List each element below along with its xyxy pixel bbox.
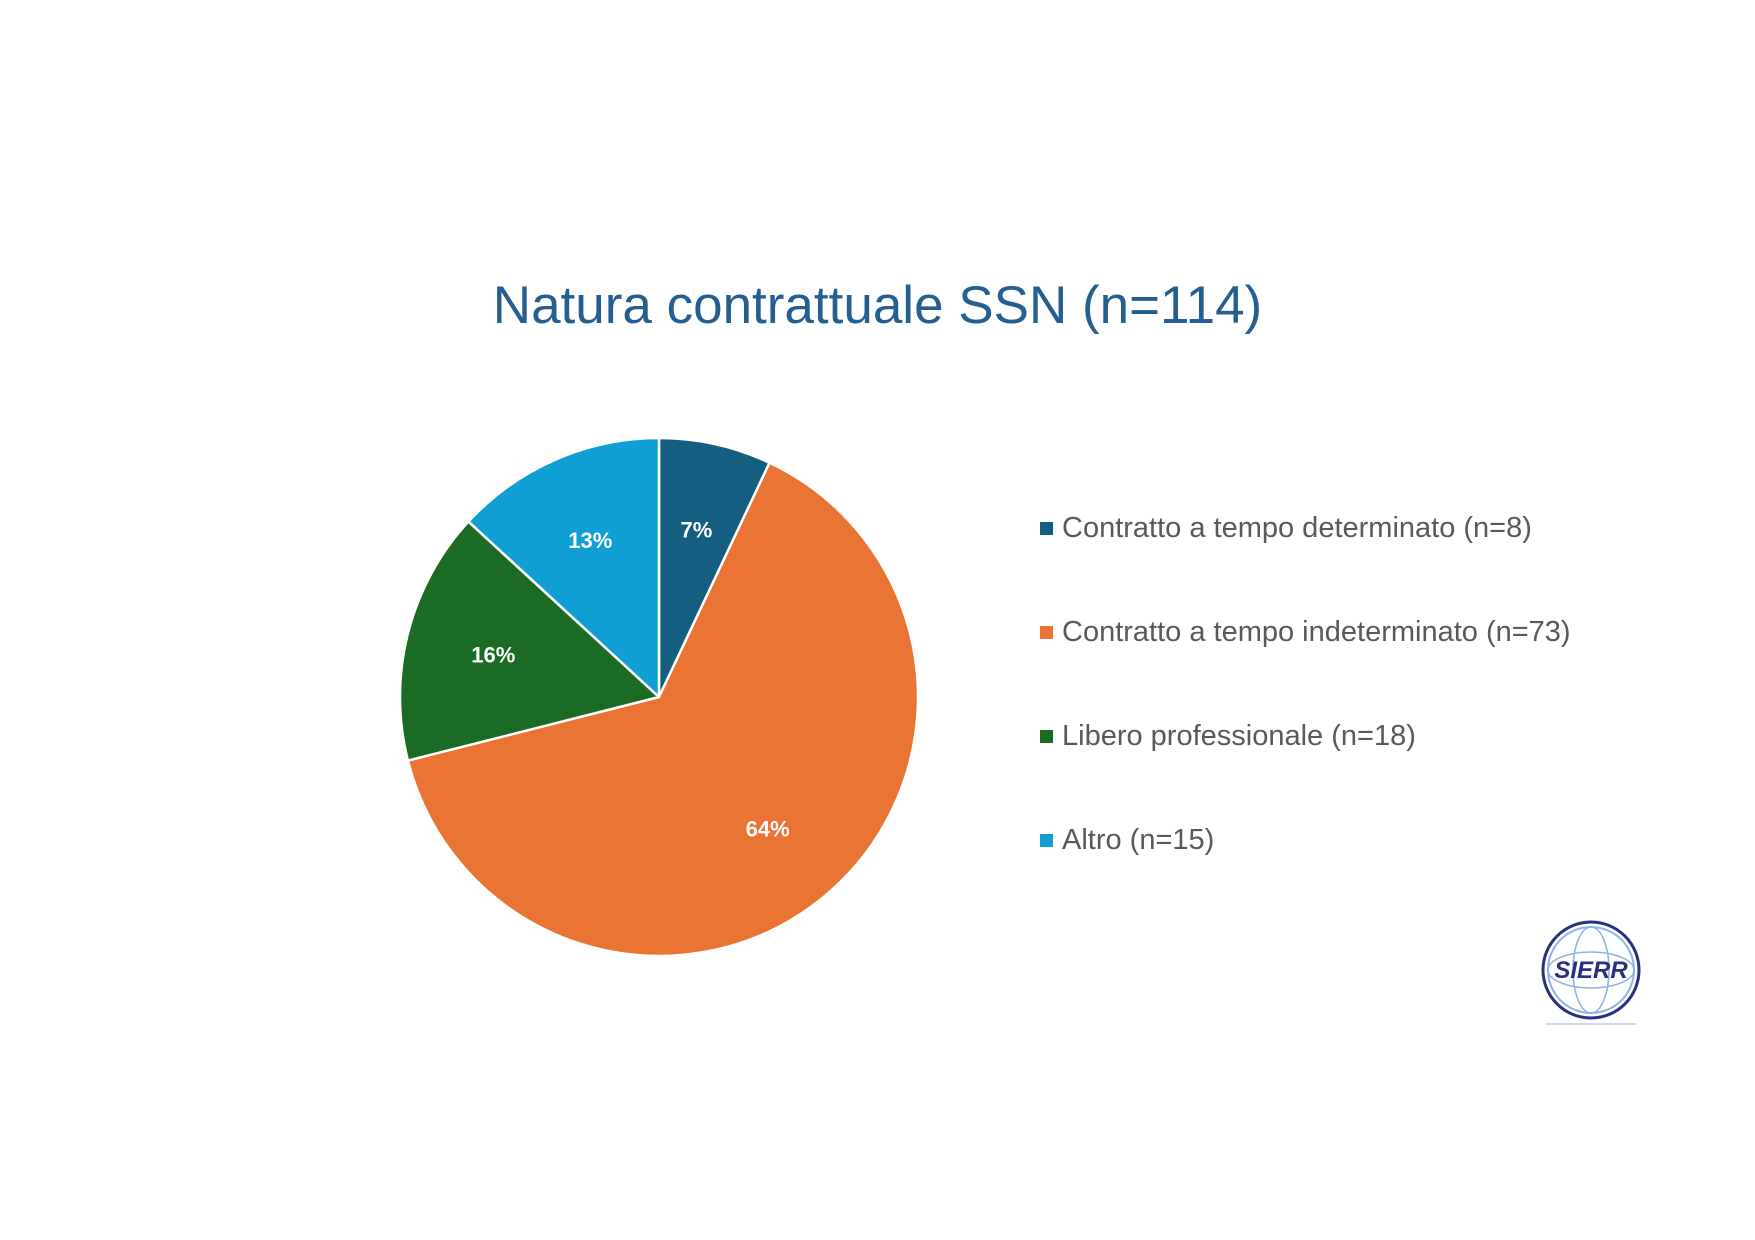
pie-slice-determinato [657, 436, 771, 699]
chart-title: Natura contrattuale SSN (n=114) [492, 276, 1263, 335]
legend-swatch [1040, 522, 1053, 535]
logo-text: SIERR [1554, 957, 1628, 984]
legend-label: Libero professionale (n=18) [1062, 720, 1416, 752]
logo-ring [1541, 920, 1641, 1020]
legend-label: Contratto a tempo indeterminato (n=73) [1062, 616, 1571, 648]
pie-data-label: 13% [568, 528, 612, 553]
legend-swatch [1040, 626, 1053, 639]
legend-item-libero-professionale: Libero professionale (n=18) [1040, 720, 1416, 753]
pie-data-label: 16% [471, 643, 515, 668]
pie-slice-altro [467, 436, 661, 699]
legend-swatch [1040, 834, 1053, 847]
legend-label: Altro (n=15) [1062, 824, 1215, 856]
pie-slice-libero-professionale [398, 520, 661, 762]
logo-ring [1572, 926, 1610, 1014]
sierr-logo: SIERR [1541, 920, 1641, 1025]
pie-data-label: 7% [680, 518, 712, 543]
legend-label: Contratto a tempo determinato (n=8) [1062, 512, 1532, 544]
pie-slice-indeterminato [406, 461, 920, 958]
legend-item-determinato: Contratto a tempo determinato (n=8) [1040, 512, 1532, 545]
legend-swatch [1040, 730, 1053, 743]
legend-item-indeterminato: Contratto a tempo indeterminato (n=73) [1040, 616, 1571, 649]
legend-item-altro: Altro (n=15) [1040, 824, 1214, 857]
pie-data-label: 64% [746, 816, 790, 841]
logo-ring [1547, 951, 1635, 989]
